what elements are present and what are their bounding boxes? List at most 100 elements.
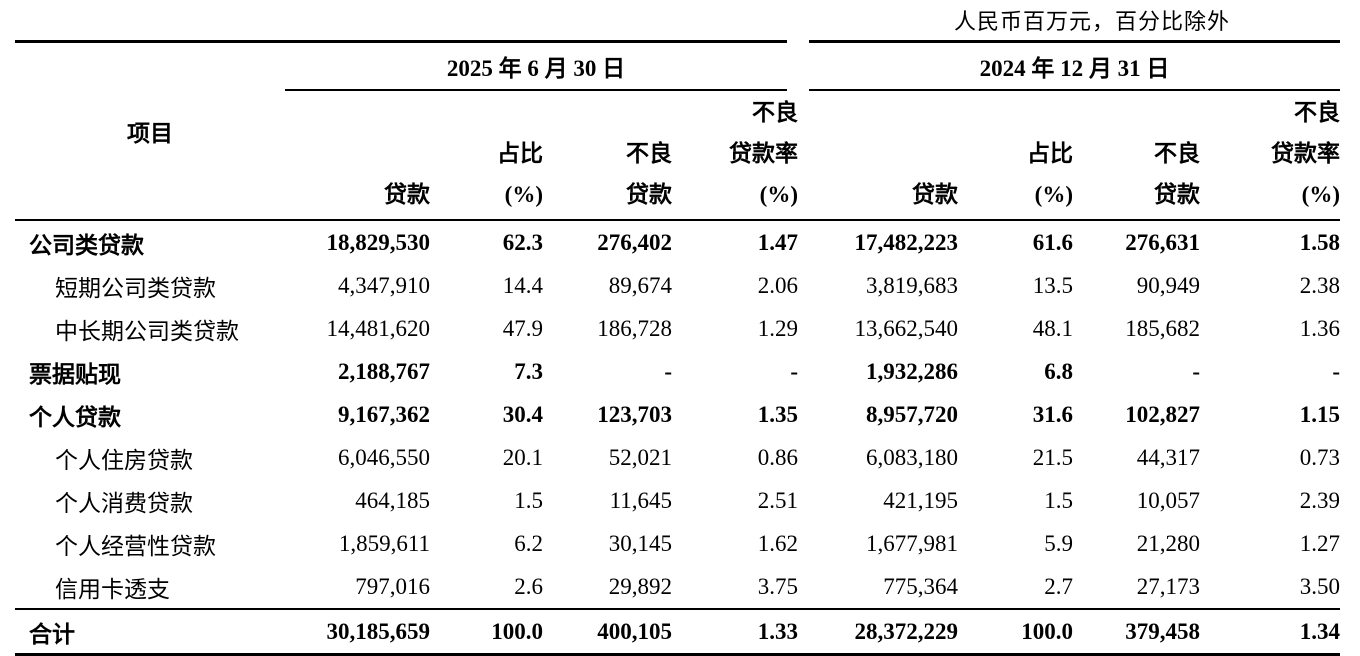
cell: 18,829,530 bbox=[326, 229, 431, 255]
cell: 276,631 bbox=[1125, 229, 1200, 255]
header-line: 贷款 bbox=[912, 182, 958, 207]
cell: 30,145 bbox=[608, 530, 672, 556]
row-label: 公司类贷款 bbox=[29, 232, 144, 258]
cell: 2.6 bbox=[514, 573, 543, 599]
column-header: 不良 贷款 bbox=[543, 90, 672, 221]
header-line: 不良 bbox=[752, 100, 798, 125]
cell: 89,674 bbox=[608, 272, 672, 298]
cell: 0.73 bbox=[1299, 444, 1340, 470]
cell: 1.5 bbox=[514, 487, 543, 513]
item-header: 项目 bbox=[15, 40, 285, 221]
column-header: 贷款 bbox=[285, 90, 430, 221]
cell: 29,892 bbox=[608, 573, 672, 599]
table-row: 票据贴现 2,188,767 7.3 - - 1,932,286 6.8 - - bbox=[15, 350, 1340, 393]
cell: 44,317 bbox=[1136, 444, 1200, 470]
row-label: 个人经营性贷款 bbox=[55, 533, 216, 559]
cell: 2.06 bbox=[757, 272, 798, 298]
cell: 6,046,550 bbox=[338, 444, 430, 470]
row-label: 个人消费贷款 bbox=[55, 490, 193, 516]
column-header: 不良贷款率 (%) bbox=[1200, 90, 1340, 221]
header-line: (%) bbox=[1301, 182, 1340, 207]
cell: 27,173 bbox=[1136, 573, 1200, 599]
table-row: 个人经营性贷款 1,859,611 6.2 30,145 1.62 1,677,981 5.… bbox=[15, 522, 1340, 565]
cell: 2.39 bbox=[1299, 487, 1340, 513]
column-header: 不良 贷款 bbox=[1073, 90, 1200, 221]
cell: 379,458 bbox=[1073, 608, 1200, 656]
cell: 47.9 bbox=[502, 315, 543, 341]
cell: 464,185 bbox=[355, 487, 430, 513]
row-label: 个人住房贷款 bbox=[55, 447, 193, 473]
table-row: 中长期公司类贷款 14,481,620 47.9 186,728 1.29 13,662,… bbox=[15, 307, 1340, 350]
cell: 31.6 bbox=[1032, 401, 1073, 427]
cell: 6.2 bbox=[514, 530, 543, 556]
table-row: 公司类贷款 18,829,530 62.3 276,402 1.47 17,482,223… bbox=[15, 220, 1340, 264]
cell: 17,482,223 bbox=[854, 229, 959, 255]
row-label: 中长期公司类贷款 bbox=[55, 318, 239, 344]
cell: 30.4 bbox=[502, 401, 543, 427]
column-header: 贷款 bbox=[798, 90, 958, 221]
cell: 21,280 bbox=[1136, 530, 1200, 556]
header-line: 不良 bbox=[1154, 141, 1200, 166]
cell: 123,703 bbox=[597, 401, 672, 427]
cell: 276,402 bbox=[597, 229, 672, 255]
column-header: 不良 贷款率 (%) bbox=[672, 90, 798, 221]
cell: 3.50 bbox=[1299, 573, 1340, 599]
cell: 2.51 bbox=[757, 487, 798, 513]
cell: 9,167,362 bbox=[338, 401, 430, 427]
cell: 2.38 bbox=[1299, 272, 1340, 298]
cell: 1.33 bbox=[672, 608, 798, 656]
cell: 421,195 bbox=[883, 487, 958, 513]
cell: 186,728 bbox=[597, 315, 672, 341]
cell: 1.35 bbox=[757, 401, 798, 427]
period-header: 2024 年 12 月 31 日 bbox=[787, 40, 1340, 91]
cell: 1.58 bbox=[1299, 229, 1340, 255]
header-line: 贷款 bbox=[384, 182, 430, 207]
cell: 100.0 bbox=[958, 608, 1073, 656]
cell: 14.4 bbox=[502, 272, 543, 298]
cell: 2.7 bbox=[1044, 573, 1073, 599]
cell: 13,662,540 bbox=[854, 315, 959, 341]
cell: 3,819,683 bbox=[866, 272, 958, 298]
cell: 52,021 bbox=[608, 444, 672, 470]
column-header: 占比 (%) bbox=[958, 90, 1073, 221]
header-line: (%) bbox=[504, 182, 543, 207]
cell: 62.3 bbox=[502, 229, 543, 255]
cell: 1.29 bbox=[757, 315, 798, 341]
header-line: 不良 bbox=[1294, 100, 1340, 125]
cell: 1.5 bbox=[1044, 487, 1073, 513]
cell: 102,827 bbox=[1125, 401, 1200, 427]
header-line: 贷款率 bbox=[729, 141, 798, 166]
cell: 1.34 bbox=[1200, 608, 1340, 656]
cell: 3.75 bbox=[757, 573, 798, 599]
cell: 100.0 bbox=[430, 608, 543, 656]
period-header: 2025 年 6 月 30 日 bbox=[285, 40, 798, 91]
cell: 5.9 bbox=[1044, 530, 1073, 556]
cell: 1,932,286 bbox=[866, 358, 958, 384]
cell: 14,481,620 bbox=[326, 315, 431, 341]
table-row: 个人消费贷款 464,185 1.5 11,645 2.51 421,195 1.5 10,0… bbox=[15, 479, 1340, 522]
cell: 400,105 bbox=[543, 608, 672, 656]
cell: - bbox=[790, 358, 798, 384]
header-line: 贷款 bbox=[1154, 182, 1200, 207]
cell: - bbox=[664, 358, 672, 384]
column-header: 占比 (%) bbox=[430, 90, 543, 221]
row-label: 合计 bbox=[15, 608, 285, 656]
cell: 1.62 bbox=[757, 530, 798, 556]
table-row: 短期公司类贷款 4,347,910 14.4 89,674 2.06 3,819,683 1… bbox=[15, 264, 1340, 307]
row-label: 个人贷款 bbox=[29, 404, 121, 430]
unit-note: 人民币百万元，百分比除外 bbox=[953, 9, 1230, 34]
cell: 1,859,611 bbox=[338, 530, 430, 556]
header-line: 占比 bbox=[1027, 141, 1073, 166]
cell: 0.86 bbox=[757, 444, 798, 470]
cell: 7.3 bbox=[514, 358, 543, 384]
header-line: 贷款率 bbox=[1271, 141, 1340, 166]
cell: 775,364 bbox=[883, 573, 958, 599]
header-line: 占比 bbox=[497, 141, 543, 166]
cell: - bbox=[1332, 358, 1340, 384]
table-row: 信用卡透支 797,016 2.6 29,892 3.75 775,364 2.7 27,17… bbox=[15, 565, 1340, 609]
cell: 1.47 bbox=[757, 229, 798, 255]
cell: 11,645 bbox=[609, 487, 672, 513]
cell: 13.5 bbox=[1032, 272, 1073, 298]
cell: 6.8 bbox=[1044, 358, 1073, 384]
